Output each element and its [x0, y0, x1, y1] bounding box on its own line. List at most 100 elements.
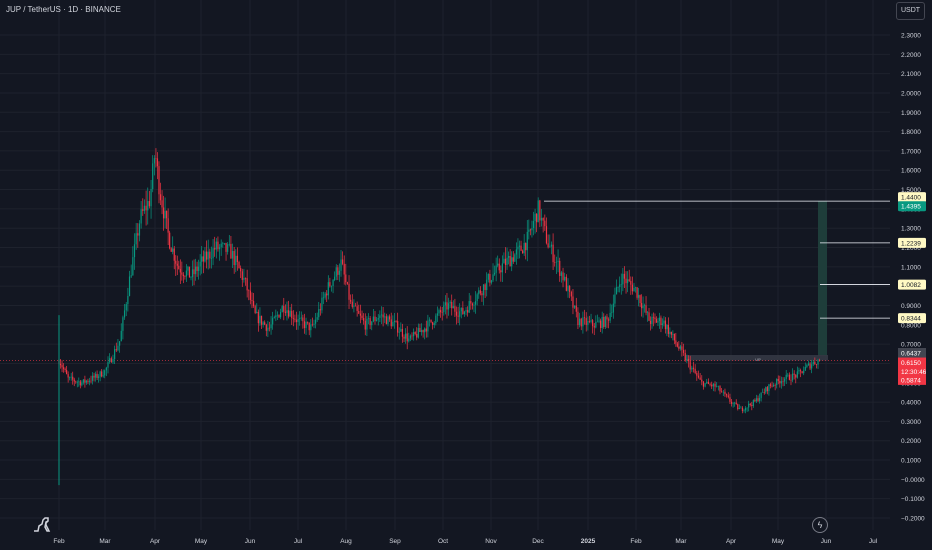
candle-body: [547, 243, 549, 248]
candle-body: [125, 304, 127, 311]
candle-body: [735, 402, 737, 405]
candle-body: [580, 318, 582, 327]
candle-body: [251, 300, 253, 302]
candle-body: [609, 312, 611, 321]
candle-body: [101, 371, 103, 377]
candle-body: [286, 310, 288, 313]
candle-body: [790, 379, 792, 381]
candle-body: [59, 363, 62, 366]
candle-body: [704, 383, 706, 387]
candle-body: [273, 317, 275, 319]
candle-body: [729, 397, 731, 402]
candle-body: [361, 315, 363, 319]
price-badge: [898, 357, 926, 368]
candle-body: [462, 307, 464, 315]
candle-body: [640, 303, 643, 309]
candle-body: [88, 380, 91, 382]
candle-body: [278, 314, 280, 318]
candle-body: [583, 317, 586, 319]
price-badge: [898, 347, 926, 358]
candle-body: [636, 287, 638, 298]
candle-body: [62, 367, 65, 369]
candle-body: [354, 305, 357, 307]
lightning-icon[interactable]: ϟ: [812, 517, 828, 533]
candle-body: [280, 312, 282, 318]
candle-body: [467, 310, 469, 313]
tradingview-dinosaur-icon[interactable]: [30, 512, 52, 534]
candle-body: [75, 381, 77, 383]
candle-body: [382, 314, 384, 318]
candle-body: [734, 402, 736, 404]
candle-body: [379, 315, 381, 318]
x-tick-label: Jun: [821, 538, 832, 545]
candle-body: [393, 320, 396, 323]
candle-body: [738, 407, 740, 410]
candle-body: [819, 360, 821, 361]
candle-body: [79, 381, 81, 386]
price-badge-label: 0.6437: [901, 350, 921, 357]
symbol-title[interactable]: JUP / TetherUS · 1D · BINANCE: [6, 5, 121, 14]
candle-body: [424, 328, 426, 333]
candle-body: [422, 330, 424, 333]
candle-body: [260, 315, 263, 325]
candle-body: [300, 317, 302, 319]
candle-body: [140, 209, 142, 224]
candle-body: [812, 361, 814, 365]
candle-body: [646, 312, 649, 313]
candle-body: [763, 392, 765, 393]
candle-body: [436, 313, 439, 316]
candle-body: [648, 312, 650, 321]
candle-body: [292, 317, 294, 319]
candle-body: [340, 259, 342, 271]
candle-body: [446, 302, 448, 310]
candle-body: [313, 323, 315, 325]
currency-button[interactable]: USDT: [896, 2, 925, 20]
candle-body: [774, 384, 776, 386]
candle-body: [793, 373, 795, 375]
candle-body: [748, 403, 750, 408]
target-price-badge: [898, 237, 926, 248]
candle-body: [500, 270, 502, 273]
y-tick-label: 1.6000: [901, 168, 921, 175]
candle-body: [158, 166, 160, 195]
candle-body: [560, 272, 562, 276]
candle-body: [441, 312, 443, 313]
candle-body: [817, 360, 819, 365]
candle-body: [507, 255, 510, 258]
candle-body: [459, 311, 461, 317]
candle-body: [73, 379, 75, 382]
candle-body: [607, 319, 610, 321]
candle-body: [411, 335, 413, 337]
candle-body: [676, 343, 678, 347]
x-tick-label: Sep: [389, 538, 401, 545]
candle-body: [567, 285, 569, 291]
candle-body: [785, 374, 787, 379]
candle-body: [652, 316, 655, 318]
candle-body: [529, 229, 531, 231]
candle-body: [380, 314, 383, 316]
candle-body: [137, 233, 139, 236]
candle-body: [531, 228, 533, 231]
candle-body: [762, 392, 764, 393]
y-tick-label: 1.8000: [901, 129, 921, 136]
candle-body: [299, 318, 301, 320]
candle-body: [338, 270, 341, 275]
candle-body: [227, 244, 229, 252]
candle-body: [308, 322, 310, 331]
candle-body: [537, 200, 539, 223]
candle-body: [82, 379, 84, 383]
candle-body: [663, 320, 665, 324]
candle-body: [150, 189, 152, 207]
candle-body: [371, 321, 373, 326]
target-price-label: 1.4395: [901, 204, 921, 211]
candle-body: [176, 263, 178, 266]
y-tick-label: 0.9000: [901, 303, 921, 310]
candle-body: [758, 397, 761, 401]
candle-body: [366, 318, 368, 330]
candle-body: [617, 287, 619, 288]
candle-body: [672, 333, 674, 335]
candle-body: [565, 276, 567, 291]
candle-body: [490, 280, 493, 283]
candle-body: [156, 158, 159, 167]
